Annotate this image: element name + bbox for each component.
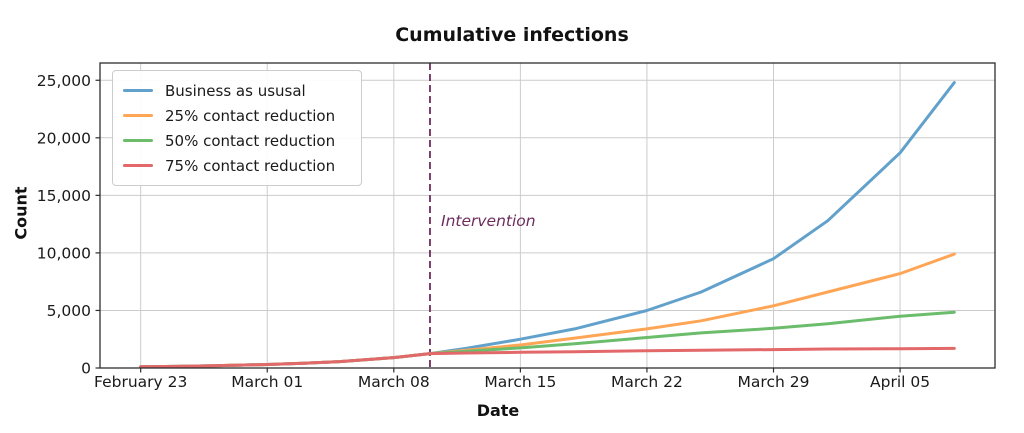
legend-item: 75% contact reduction [123,153,355,178]
y-tick-label: 20,000 [37,129,91,147]
legend: Business as ususal 25% contact reduction 5… [112,70,362,186]
legend-label: Business as ususal [165,81,306,100]
x-tick-label: March 22 [611,373,683,391]
legend-label: 25% contact reduction [165,106,336,125]
legend-label: 75% contact reduction [165,156,336,175]
x-tick-label: April 05 [870,373,930,391]
legend-item: 25% contact reduction [123,103,355,128]
x-tick-label: March 08 [358,373,430,391]
chart-title: Cumulative infections [395,24,629,46]
y-tick-label: 15,000 [37,187,91,205]
legend-label: 50% contact reduction [165,131,336,150]
x-tick-label: March 15 [484,373,556,391]
legend-swatch [123,114,153,117]
intervention-label: Intervention [441,212,536,230]
series-line [139,346,956,369]
y-tick-label: 5,000 [47,302,91,320]
y-tick-label: 10,000 [37,244,91,262]
series-layer [139,81,956,369]
legend-item: Business as ususal [123,78,355,103]
axes-spines [99,62,996,369]
y-axis-label: Count [11,186,31,240]
y-tick-label: 25,000 [37,72,91,90]
tick-layer: February 23 March 01 March 08 March 15 March… [37,72,930,391]
legend-swatch [123,139,153,142]
legend-swatch [123,89,153,92]
x-axis-label: Date [476,401,520,420]
x-tick-label: March 01 [231,373,303,391]
y-tick-label: 0 [81,360,91,378]
x-tick-label: February 23 [94,373,187,391]
series-line [139,310,956,369]
legend-swatch [123,164,153,167]
x-tick-label: March 29 [738,373,810,391]
legend-item: 50% contact reduction [123,128,355,153]
